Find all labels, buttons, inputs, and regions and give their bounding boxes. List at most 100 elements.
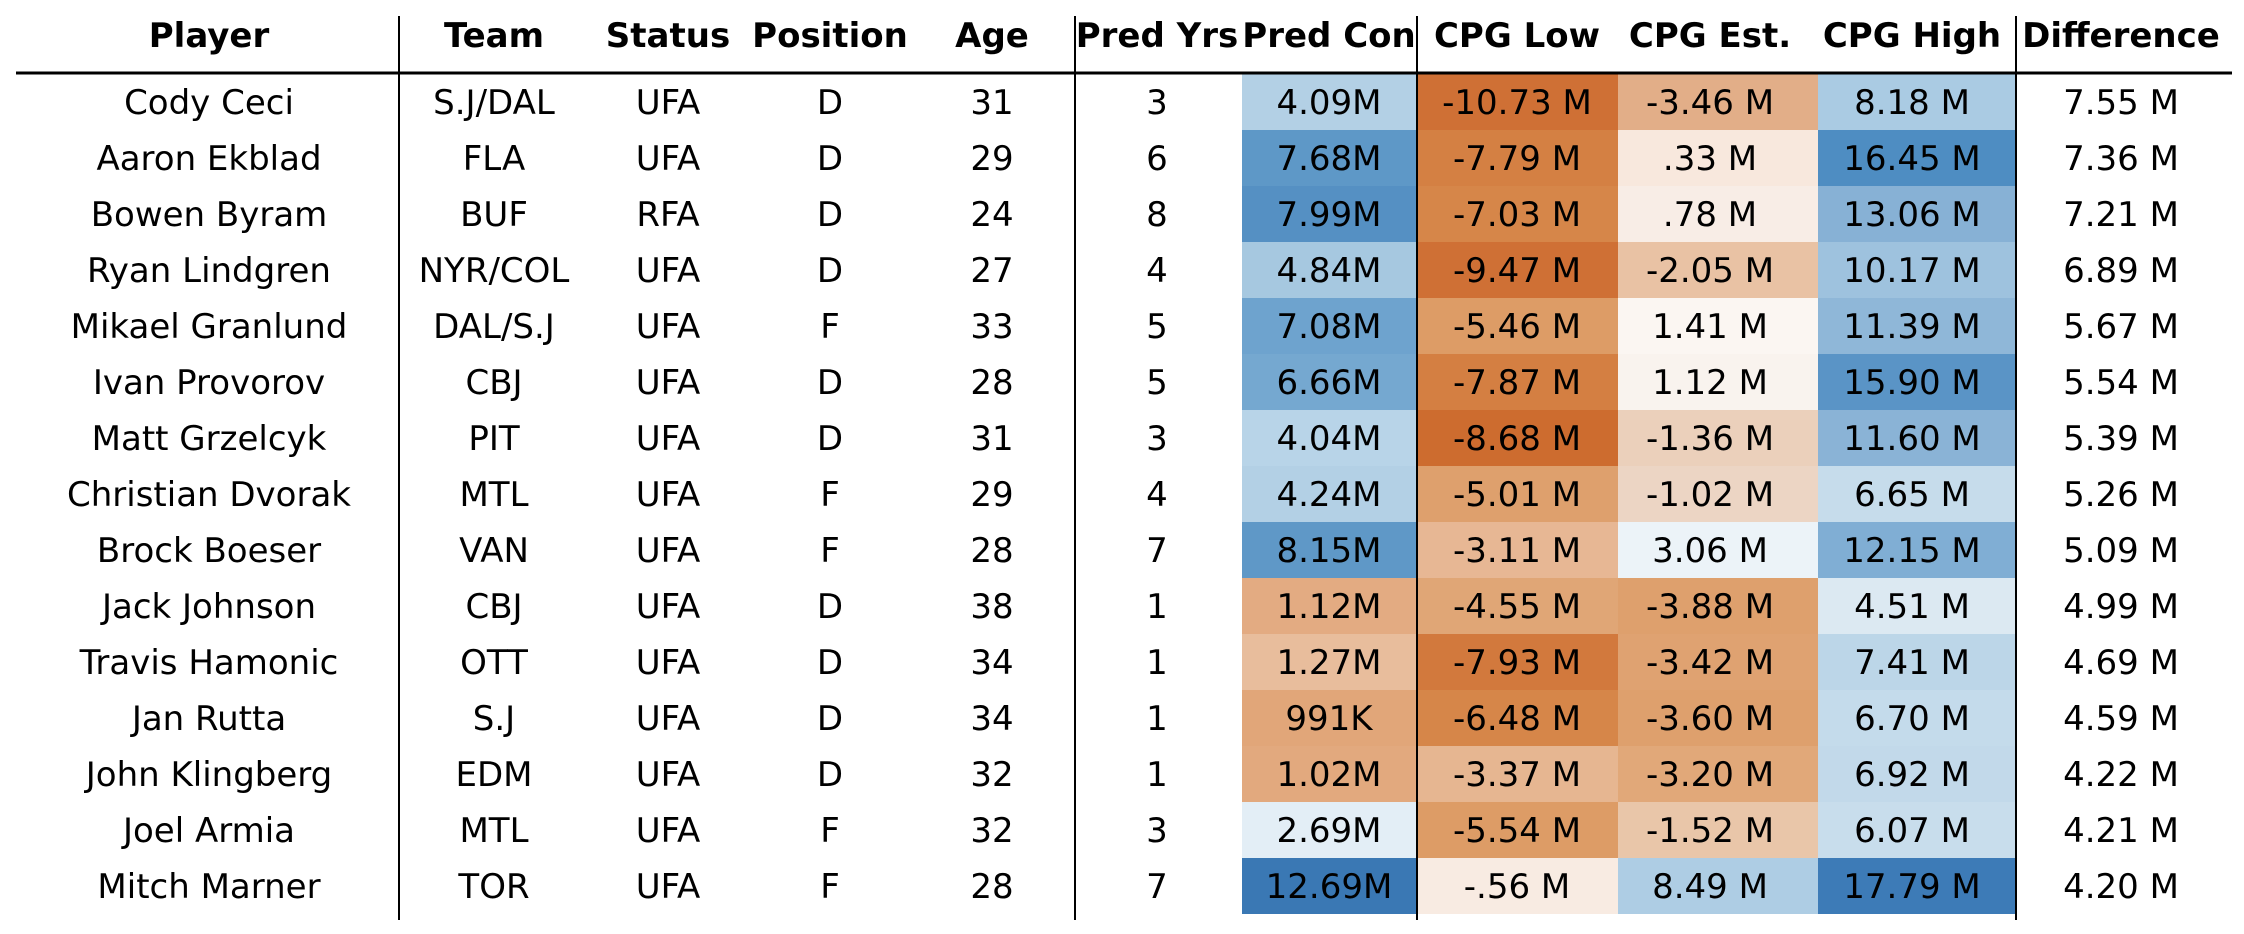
cell-age-8: 29	[970, 475, 1013, 515]
cell-team-13: EDM	[456, 755, 533, 795]
cell-fill-pred-con-14	[1242, 802, 1417, 858]
cell-cpg-low-6: -7.87 M	[1453, 363, 1581, 403]
cell-age-6: 28	[970, 363, 1013, 403]
cell-difference-5: 5.67 M	[2063, 307, 2179, 347]
cell-team-2: FLA	[463, 139, 526, 179]
cell-fill-cpg-high-6	[1818, 354, 2016, 410]
cell-team-9: VAN	[459, 531, 529, 571]
cell-pred-yrs-11: 1	[1146, 643, 1168, 683]
cell-fill-cpg-high-2	[1818, 130, 2016, 186]
cell-cpg-est-5: 1.41 M	[1652, 307, 1768, 347]
column-header-team: Team	[444, 16, 544, 56]
cell-pred-con-11: 1.27M	[1276, 643, 1381, 683]
cell-position-1: D	[817, 83, 843, 123]
cell-fill-cpg-high-9	[1818, 522, 2016, 578]
column-header-difference: Difference	[2022, 16, 2220, 56]
cell-age-5: 33	[970, 307, 1013, 347]
cell-fill-cpg-low-10	[1417, 578, 1618, 634]
cell-status-1: UFA	[636, 83, 701, 123]
cell-cpg-est-1: -3.46 M	[1646, 83, 1774, 123]
cell-fill-pred-con-6	[1242, 354, 1417, 410]
cell-status-10: UFA	[636, 587, 701, 627]
cell-fill-pred-con-1	[1242, 74, 1417, 130]
cell-position-10: D	[817, 587, 843, 627]
cell-team-15: TOR	[457, 867, 529, 907]
cell-status-14: UFA	[636, 811, 701, 851]
column-header-age: Age	[955, 16, 1029, 56]
cell-fill-pred-con-9	[1242, 522, 1417, 578]
cell-pred-yrs-6: 5	[1146, 363, 1168, 403]
cell-position-9: F	[820, 531, 840, 571]
cell-cpg-est-6: 1.12 M	[1652, 363, 1768, 403]
cell-cpg-low-3: -7.03 M	[1453, 195, 1581, 235]
cell-pred-con-8: 4.24M	[1276, 475, 1381, 515]
cell-pred-yrs-12: 1	[1146, 699, 1168, 739]
cell-age-4: 27	[970, 251, 1013, 291]
cell-cpg-low-10: -4.55 M	[1453, 587, 1581, 627]
cell-cpg-high-2: 16.45 M	[1843, 139, 1980, 179]
cell-team-3: BUF	[460, 195, 528, 235]
cell-cpg-low-1: -10.73 M	[1442, 83, 1592, 123]
cell-fill-cpg-low-14	[1417, 802, 1618, 858]
cell-position-2: D	[817, 139, 843, 179]
column-header-pred-con: Pred Con	[1242, 16, 1415, 56]
column-header-player: Player	[149, 16, 270, 56]
cell-status-8: UFA	[636, 475, 701, 515]
cell-pred-yrs-10: 1	[1146, 587, 1168, 627]
cell-fill-cpg-high-15	[1818, 858, 2016, 914]
cell-fill-pred-con-2	[1242, 130, 1417, 186]
cell-player-13: John Klingberg	[84, 755, 333, 795]
cell-team-10: CBJ	[465, 587, 522, 627]
cell-age-15: 28	[970, 867, 1013, 907]
cell-fill-cpg-high-7	[1818, 410, 2016, 466]
cell-fill-cpg-high-4	[1818, 242, 2016, 298]
cell-age-1: 31	[970, 83, 1013, 123]
cell-player-5: Mikael Granlund	[71, 307, 348, 347]
cell-age-3: 24	[970, 195, 1013, 235]
column-header-status: Status	[606, 16, 730, 56]
cell-team-4: NYR/COL	[419, 251, 570, 291]
cell-pred-yrs-15: 7	[1146, 867, 1168, 907]
cell-player-6: Ivan Provorov	[93, 363, 325, 403]
cell-cpg-high-6: 15.90 M	[1843, 363, 1980, 403]
cell-fill-cpg-high-14	[1818, 802, 2016, 858]
cell-cpg-est-11: -3.42 M	[1646, 643, 1774, 683]
cell-cpg-high-12: 6.70 M	[1854, 699, 1970, 739]
cell-fill-pred-con-4	[1242, 242, 1417, 298]
cell-fill-cpg-low-7	[1417, 410, 1618, 466]
cell-cpg-est-8: -1.02 M	[1646, 475, 1774, 515]
cell-cpg-high-14: 6.07 M	[1854, 811, 1970, 851]
cell-fill-cpg-est-11	[1618, 634, 1818, 690]
cell-pred-con-1: 4.09M	[1276, 83, 1381, 123]
cell-fill-cpg-est-10	[1618, 578, 1818, 634]
column-header-cpg-low: CPG Low	[1434, 16, 1600, 56]
cell-status-4: UFA	[636, 251, 701, 291]
cell-pred-yrs-9: 7	[1146, 531, 1168, 571]
cell-cpg-high-1: 8.18 M	[1854, 83, 1970, 123]
cell-cpg-low-4: -9.47 M	[1453, 251, 1581, 291]
cell-fill-cpg-est-6	[1618, 354, 1818, 410]
cell-difference-7: 5.39 M	[2063, 419, 2179, 459]
cell-position-3: D	[817, 195, 843, 235]
cell-player-3: Bowen Byram	[91, 195, 328, 235]
cell-fill-cpg-est-15	[1618, 858, 1818, 914]
cell-position-8: F	[820, 475, 840, 515]
cell-fill-cpg-low-5	[1417, 298, 1618, 354]
cell-pred-yrs-1: 3	[1146, 83, 1168, 123]
cell-difference-11: 4.69 M	[2063, 643, 2179, 683]
cell-fill-cpg-low-4	[1417, 242, 1618, 298]
cell-difference-2: 7.36 M	[2063, 139, 2179, 179]
cell-status-13: UFA	[636, 755, 701, 795]
cell-fill-pred-con-10	[1242, 578, 1417, 634]
cell-status-7: UFA	[636, 419, 701, 459]
cell-fill-cpg-high-11	[1818, 634, 2016, 690]
cell-difference-15: 4.20 M	[2063, 867, 2179, 907]
cell-cpg-high-7: 11.60 M	[1843, 419, 1980, 459]
cell-team-6: CBJ	[465, 363, 522, 403]
cell-pred-con-5: 7.08M	[1276, 307, 1381, 347]
cell-fill-pred-con-12	[1242, 690, 1417, 746]
cell-fill-cpg-high-13	[1818, 746, 2016, 802]
cell-fill-cpg-high-3	[1818, 186, 2016, 242]
cell-fill-cpg-low-15	[1417, 858, 1618, 914]
